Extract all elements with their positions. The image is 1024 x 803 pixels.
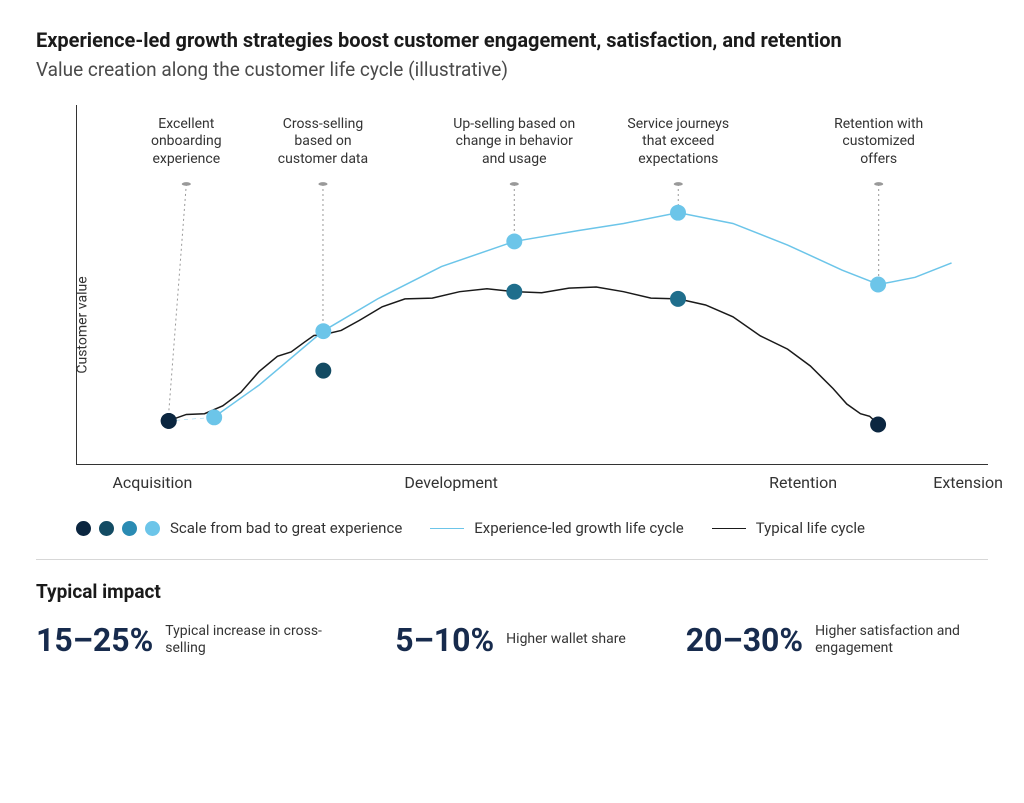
legend-experience-swatch [430,528,464,529]
impact-value: 5–10% [395,621,494,659]
impact-value: 15–25% [36,621,153,659]
impact-value: 20–30% [686,621,803,659]
divider [36,559,988,560]
page-title: Experience-led growth strategies boost c… [36,28,988,52]
data-marker [161,413,177,429]
impact-item: 5–10% Higher wallet share [395,621,626,659]
impact-desc: Higher satisfaction and engagement [815,623,985,658]
legend-dot [145,521,160,536]
legend: Scale from bad to great experience Exper… [36,519,988,537]
chart: Customer value Excellentonboardingexperi… [36,105,988,505]
legend-scale-label: Scale from bad to great experience [170,519,402,537]
x-tick: Extension [933,473,1003,492]
legend-dot [76,521,91,536]
x-tick: Development [404,473,498,492]
data-marker [506,233,522,249]
impact-desc: Typical increase in cross-selling [165,623,335,658]
legend-scale: Scale from bad to great experience [76,519,402,537]
impact-desc: Higher wallet share [506,631,626,649]
page-subtitle: Value creation along the customer life c… [36,58,988,81]
callout: Cross-sellingbased oncustomer data [278,116,368,169]
impact-title: Typical impact [36,580,988,603]
callout: Retention withcustomizedoffers [834,116,923,169]
impact-item: 15–25% Typical increase in cross-selling [36,621,335,659]
legend-typical-swatch [712,528,746,529]
data-marker [670,291,686,307]
legend-experience: Experience-led growth life cycle [430,519,683,537]
legend-dot [122,521,137,536]
data-marker [670,205,686,221]
x-tick: Retention [769,473,837,492]
legend-typical-label: Typical life cycle [756,519,865,537]
legend-typical: Typical life cycle [712,519,865,537]
plot-area: Excellentonboardingexperience Cross-selli… [76,105,988,465]
x-tick: Acquisition [112,473,192,492]
callout: Excellentonboardingexperience [151,116,222,169]
data-marker [506,284,522,300]
data-marker [870,277,886,293]
legend-experience-label: Experience-led growth life cycle [474,519,683,537]
callout: Up-selling based onchange in behaviorand… [453,116,575,169]
legend-dot [99,521,114,536]
x-axis-ticks: AcquisitionDevelopmentRetentionExtension [76,473,988,497]
legend-scale-dots [76,521,160,536]
data-marker [315,363,331,379]
impact-row: 15–25% Typical increase in cross-selling 5… [36,621,988,659]
callout: Service journeysthat exceedexpectations [627,116,729,169]
data-marker [315,323,331,339]
data-marker [870,417,886,433]
data-marker [206,409,222,425]
impact-item: 20–30% Higher satisfaction and engagement [686,621,985,659]
